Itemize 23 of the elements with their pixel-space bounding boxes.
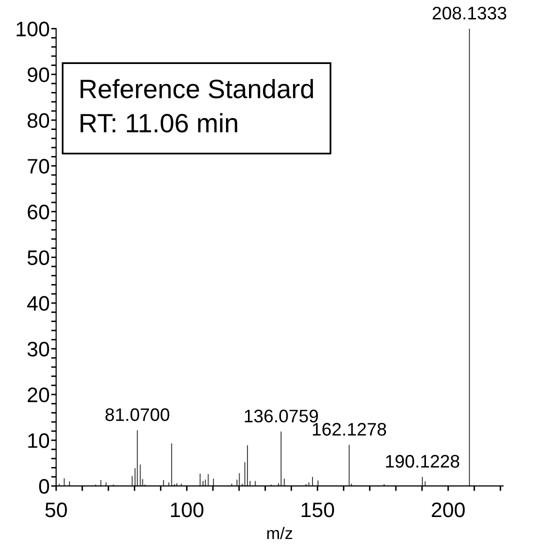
annotation: 190.1228 xyxy=(386,454,460,468)
annotation: Reference Standard xyxy=(80,78,313,98)
annotation: 81.0700 xyxy=(105,408,170,422)
x-tick-label: 50 xyxy=(45,502,67,518)
y-tick-label: 40 xyxy=(27,296,50,311)
x-tick-label: 100 xyxy=(171,502,204,518)
y-tick-label: 90 xyxy=(28,67,50,82)
y-tick-label: 80 xyxy=(28,113,50,128)
x-tick-label: 150 xyxy=(302,502,334,518)
y-tick-label: 0 xyxy=(39,478,50,494)
annotation: 136.0759 xyxy=(244,410,318,422)
y-tick-label: 30 xyxy=(28,342,50,357)
y-tick-label: 20 xyxy=(28,388,50,402)
y-tick-label: 100 xyxy=(16,22,50,36)
annotation: RT: 11.06 min xyxy=(80,113,238,133)
x-tick-label: 200 xyxy=(432,502,465,518)
y-tick-label: 70 xyxy=(28,158,50,174)
x-axis-title: m/z xyxy=(267,526,292,540)
y-tick-label: 10 xyxy=(28,433,50,448)
annotation: 162.1278 xyxy=(312,422,386,436)
annotation: 208.1333 xyxy=(432,6,506,20)
y-tick-label: 50 xyxy=(28,250,50,266)
y-tick-label: 60 xyxy=(28,204,50,220)
